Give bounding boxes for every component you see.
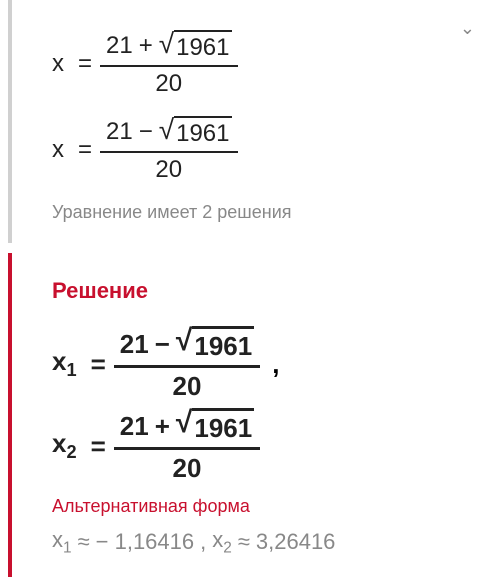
sqrt: √ 1961 bbox=[159, 116, 232, 148]
variable: x bbox=[52, 136, 64, 164]
approx-sign: ≈ bbox=[78, 529, 90, 555]
x2-value: 3,26416 bbox=[256, 529, 336, 555]
subscript: 1 bbox=[63, 539, 72, 556]
numerator: 21 − √ 1961 bbox=[114, 326, 260, 365]
radical-icon: √ bbox=[176, 326, 192, 362]
denominator: 20 bbox=[114, 365, 260, 402]
variable: x bbox=[52, 50, 64, 78]
radicand: 1961 bbox=[192, 408, 254, 444]
equals-sign: = bbox=[78, 50, 92, 78]
operator-plus: + bbox=[139, 32, 153, 60]
denominator: 20 bbox=[114, 447, 260, 484]
solution-pair: x1 = 21 − √ 1961 20 , x2 = bbox=[52, 326, 460, 484]
x1-value: − 1,16416 bbox=[96, 529, 194, 555]
equals-sign: = bbox=[91, 431, 106, 462]
denominator: 20 bbox=[100, 151, 237, 184]
numerator: 21 + √ 1961 bbox=[114, 408, 260, 447]
num-a: 21 bbox=[120, 329, 149, 360]
sqrt: √ 1961 bbox=[159, 30, 232, 62]
variable: x1 bbox=[52, 346, 77, 381]
equation-plus: x = 21 + √ 1961 20 bbox=[52, 30, 460, 98]
sqrt: √ 1961 bbox=[176, 408, 254, 444]
radicand: 1961 bbox=[174, 116, 231, 148]
solution-section: Решение x1 = 21 − √ 1961 20 , bbox=[8, 253, 500, 577]
x1-var: x1 bbox=[52, 527, 72, 557]
collapse-chevron-icon[interactable]: ⌄ bbox=[460, 18, 475, 39]
radical-icon: √ bbox=[159, 116, 174, 148]
num-a: 21 bbox=[120, 411, 149, 442]
fraction: 21 + √ 1961 20 bbox=[114, 408, 260, 484]
fraction: 21 − √ 1961 20 bbox=[114, 326, 260, 402]
denominator: 20 bbox=[100, 65, 237, 98]
subscript: 2 bbox=[223, 539, 232, 556]
solution-count-note: Уравнение имеет 2 решения bbox=[52, 202, 460, 223]
variable: x2 bbox=[52, 428, 77, 463]
num-a: 21 bbox=[106, 32, 133, 60]
approx-sign: ≈ bbox=[238, 529, 250, 555]
numerator: 21 − √ 1961 bbox=[100, 116, 237, 151]
operator-minus: − bbox=[139, 118, 153, 146]
radical-icon: √ bbox=[176, 408, 192, 444]
approx-values: x1 ≈ − 1,16416 , x2 ≈ 3,26416 bbox=[52, 527, 460, 557]
subscript: 1 bbox=[66, 361, 76, 381]
radicand: 1961 bbox=[174, 30, 231, 62]
solution-x1: x1 = 21 − √ 1961 20 bbox=[52, 326, 260, 402]
fraction: 21 − √ 1961 20 bbox=[100, 116, 237, 184]
num-a: 21 bbox=[106, 118, 133, 146]
subscript: 2 bbox=[66, 443, 76, 463]
numerator: 21 + √ 1961 bbox=[100, 30, 237, 65]
equals-sign: = bbox=[78, 136, 92, 164]
steps-section: x = 21 + √ 1961 20 x = 21 − √ 1961 bbox=[8, 0, 500, 243]
equation-minus: x = 21 − √ 1961 20 bbox=[52, 116, 460, 184]
x2-var: x2 bbox=[212, 527, 232, 557]
comma-separator: , bbox=[272, 349, 279, 380]
operator-plus: + bbox=[155, 411, 170, 442]
alt-form-label: Альтернативная форма bbox=[52, 496, 460, 517]
radicand: 1961 bbox=[192, 326, 254, 362]
sqrt: √ 1961 bbox=[176, 326, 254, 362]
radical-icon: √ bbox=[159, 30, 174, 62]
fraction: 21 + √ 1961 20 bbox=[100, 30, 237, 98]
comma-separator: , bbox=[200, 529, 206, 555]
operator-minus: − bbox=[155, 329, 170, 360]
solution-heading: Решение bbox=[52, 278, 460, 304]
solution-x2: x2 = 21 + √ 1961 20 bbox=[52, 408, 260, 484]
equals-sign: = bbox=[91, 349, 106, 380]
